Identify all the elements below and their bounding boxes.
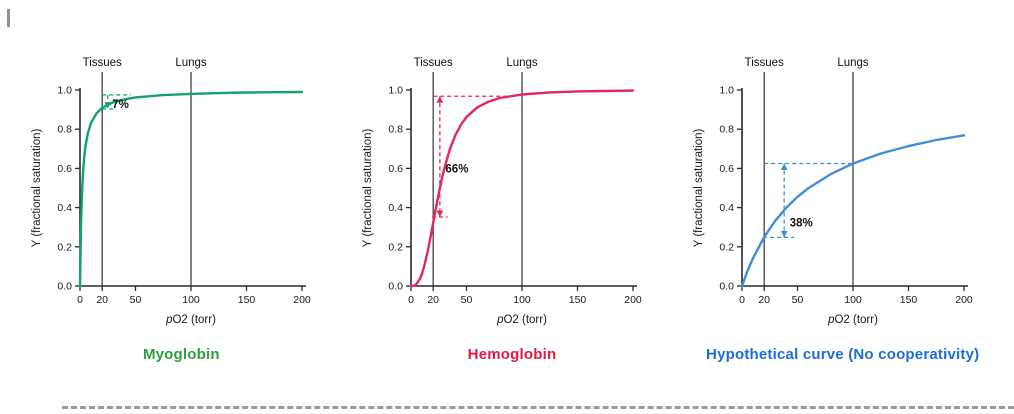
svg-text:pO2 (torr): pO2 (torr) bbox=[496, 314, 547, 326]
svg-text:Lungs: Lungs bbox=[837, 57, 869, 69]
hemoglobin-plot: Tissues Lungs 0 20 50 100 150 200 0.0 0.2 0.4 0.6 0.… bbox=[362, 57, 642, 326]
svg-text:150: 150 bbox=[238, 294, 256, 306]
svg-text:200: 200 bbox=[624, 294, 642, 306]
hypothetical-caption: Hypothetical curve (No cooperativity) bbox=[706, 346, 980, 363]
svg-text:0.4: 0.4 bbox=[719, 202, 734, 214]
svg-text:0: 0 bbox=[77, 294, 83, 306]
svg-text:20: 20 bbox=[97, 294, 109, 306]
svg-text:0.6: 0.6 bbox=[719, 163, 734, 175]
svg-text:100: 100 bbox=[844, 294, 862, 306]
svg-text:pO2 (torr): pO2 (torr) bbox=[165, 314, 216, 326]
svg-text:Lungs: Lungs bbox=[506, 57, 538, 69]
svg-text:200: 200 bbox=[294, 294, 312, 306]
svg-text:50: 50 bbox=[461, 294, 473, 306]
charts-row: Tissues Lungs 0 20 50 100 150 200 0.0 0.2 0.4 0.6 0.… bbox=[16, 40, 1008, 363]
svg-text:0.8: 0.8 bbox=[58, 124, 73, 136]
svg-text:Y (fractional saturation): Y (fractional saturation) bbox=[31, 128, 43, 247]
svg-text:0.6: 0.6 bbox=[388, 163, 403, 175]
svg-text:7%: 7% bbox=[113, 99, 130, 111]
svg-text:pO2 (torr): pO2 (torr) bbox=[827, 314, 878, 326]
hemoglobin-chart: Tissues Lungs 0 20 50 100 150 200 0.0 0.2 0.4 0.6 0.… bbox=[347, 40, 678, 363]
svg-text:0.4: 0.4 bbox=[388, 202, 403, 214]
svg-text:0.4: 0.4 bbox=[58, 202, 73, 214]
svg-text:38%: 38% bbox=[789, 217, 812, 229]
svg-text:20: 20 bbox=[427, 294, 439, 306]
svg-text:200: 200 bbox=[955, 294, 973, 306]
svg-text:100: 100 bbox=[183, 294, 201, 306]
svg-text:150: 150 bbox=[899, 294, 917, 306]
svg-text:0.6: 0.6 bbox=[58, 163, 73, 175]
svg-text:0: 0 bbox=[408, 294, 414, 306]
hypothetical-chart: Tissues Lungs 0 20 50 100 150 200 0.0 0.2 0.4 0.6 0.… bbox=[677, 40, 1008, 363]
svg-text:Tissues: Tissues bbox=[83, 57, 122, 69]
svg-text:Y (fractional saturation): Y (fractional saturation) bbox=[693, 128, 705, 247]
svg-text:0.2: 0.2 bbox=[388, 241, 403, 253]
page-border-dashed bbox=[62, 406, 1014, 409]
svg-text:Y (fractional saturation): Y (fractional saturation) bbox=[362, 128, 374, 247]
svg-text:150: 150 bbox=[569, 294, 587, 306]
svg-text:0.0: 0.0 bbox=[719, 281, 734, 293]
svg-text:1.0: 1.0 bbox=[719, 85, 734, 97]
svg-text:50: 50 bbox=[130, 294, 142, 306]
svg-text:0.2: 0.2 bbox=[58, 241, 73, 253]
svg-text:0.2: 0.2 bbox=[719, 241, 734, 253]
page-edge-mark bbox=[7, 9, 10, 27]
svg-text:0: 0 bbox=[739, 294, 745, 306]
svg-text:Tissues: Tissues bbox=[744, 57, 783, 69]
svg-text:1.0: 1.0 bbox=[388, 85, 403, 97]
hypothetical-plot: Tissues Lungs 0 20 50 100 150 200 0.0 0.2 0.4 0.6 0.… bbox=[693, 57, 973, 326]
svg-text:Tissues: Tissues bbox=[414, 57, 453, 69]
svg-text:0.0: 0.0 bbox=[388, 281, 403, 293]
svg-text:100: 100 bbox=[513, 294, 531, 306]
svg-text:50: 50 bbox=[791, 294, 803, 306]
myoglobin-caption: Myoglobin bbox=[142, 346, 220, 363]
svg-text:Lungs: Lungs bbox=[176, 57, 208, 69]
hemoglobin-caption: Hemoglobin bbox=[467, 346, 557, 363]
myoglobin-plot: Tissues Lungs 0 20 50 100 150 200 0.0 0.2 0.4 0.6 0.… bbox=[31, 57, 312, 326]
svg-text:0.8: 0.8 bbox=[388, 124, 403, 136]
svg-text:0.0: 0.0 bbox=[58, 281, 73, 293]
svg-text:0.8: 0.8 bbox=[719, 124, 734, 136]
svg-text:66%: 66% bbox=[445, 163, 468, 175]
myoglobin-chart: Tissues Lungs 0 20 50 100 150 200 0.0 0.2 0.4 0.6 0.… bbox=[16, 40, 347, 363]
svg-text:20: 20 bbox=[758, 294, 770, 306]
svg-text:1.0: 1.0 bbox=[58, 85, 73, 97]
